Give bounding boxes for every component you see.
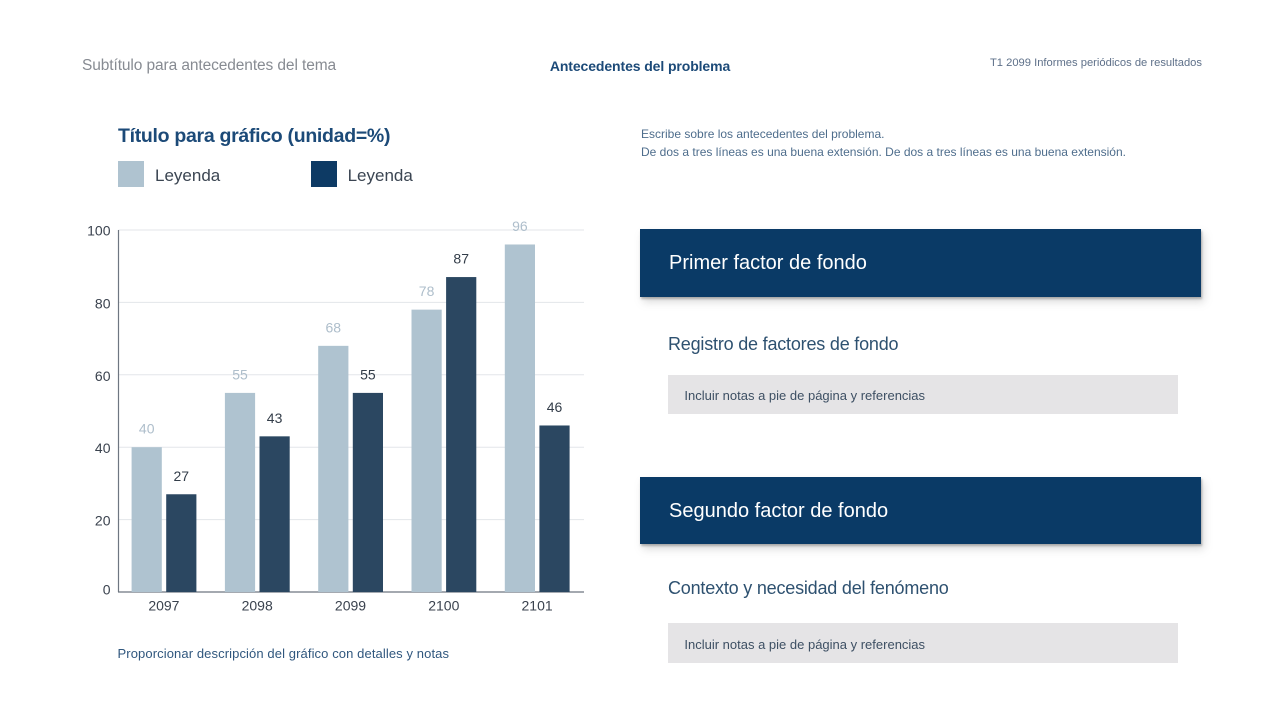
svg-text:55: 55 [360,366,376,382]
svg-text:78: 78 [419,283,435,299]
svg-text:96: 96 [512,218,528,234]
svg-text:80: 80 [95,296,111,312]
svg-text:2100: 2100 [428,598,459,614]
svg-text:40: 40 [95,440,111,456]
svg-text:2098: 2098 [242,598,273,614]
svg-text:20: 20 [95,512,111,528]
svg-text:46: 46 [547,399,563,415]
svg-text:40: 40 [139,421,155,437]
svg-text:55: 55 [232,366,248,382]
svg-text:87: 87 [453,251,469,267]
svg-text:2097: 2097 [148,598,179,614]
svg-text:68: 68 [326,319,342,335]
svg-text:43: 43 [267,410,283,426]
svg-text:27: 27 [174,468,190,484]
svg-text:60: 60 [95,368,111,384]
svg-text:100: 100 [87,223,111,239]
svg-text:2101: 2101 [522,598,553,614]
svg-text:0: 0 [103,582,111,598]
svg-text:2099: 2099 [335,598,366,614]
